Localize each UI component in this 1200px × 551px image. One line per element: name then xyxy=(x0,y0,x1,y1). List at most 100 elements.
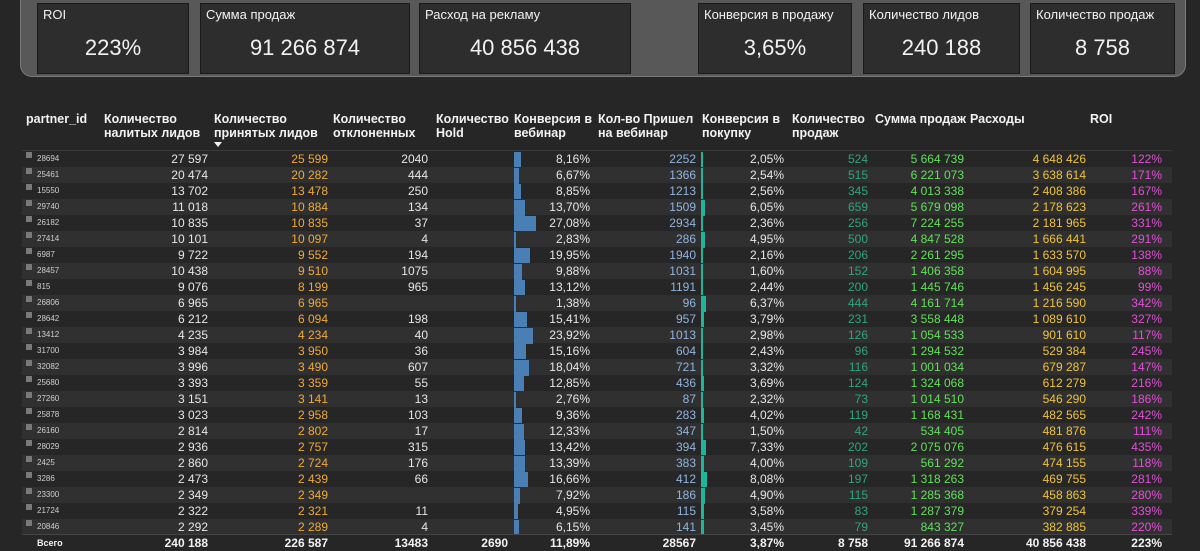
cell-costs: 1 456 245 xyxy=(1032,280,1086,294)
cell-costs: 1 089 610 xyxy=(1032,312,1086,326)
cell-sales: 345 xyxy=(847,184,868,198)
row-select-checkbox[interactable] xyxy=(26,216,32,222)
conv-webinar-bar xyxy=(514,360,529,376)
table-row[interactable]: 32082 3 996 3 490 607 18,04% 721 3,32% 116 1 001… xyxy=(22,359,1172,376)
col-conv-buy[interactable]: Конверсия в покупку xyxy=(702,112,781,140)
row-select-checkbox[interactable] xyxy=(26,312,32,318)
col-conv-webinar[interactable]: Конверсия в вебинар xyxy=(514,112,593,140)
cell-sales: 124 xyxy=(847,376,868,390)
table-row[interactable]: 3286 2 473 2 439 66 16,66% 412 8,08% 197 1 318 2… xyxy=(22,471,1172,488)
table-row[interactable]: 25461 20 474 20 282 444 6,67% 1366 2,54% 515 6 2… xyxy=(22,167,1172,184)
col-costs[interactable]: Расходы xyxy=(970,112,1025,126)
conv-buy-bar xyxy=(701,312,704,328)
cell-conv-webinar: 2,76% xyxy=(555,392,590,406)
cell-sales: 152 xyxy=(847,264,868,278)
conv-webinar-bar xyxy=(514,248,530,264)
col-accepted[interactable]: Количество принятых лидов xyxy=(214,112,318,140)
table-row[interactable]: 28457 10 438 9 510 1075 9,88% 1031 1,60% 152 1 4… xyxy=(22,263,1172,280)
conv-buy-bar xyxy=(701,424,703,440)
cell-rejected: 134 xyxy=(407,200,428,214)
col-sales-sum[interactable]: Сумма продаж xyxy=(875,112,966,126)
row-select-checkbox[interactable] xyxy=(26,168,32,174)
cell-sales-sum: 4 013 338 xyxy=(910,184,964,198)
row-select-checkbox[interactable] xyxy=(26,264,32,270)
cell-accepted: 10 884 xyxy=(291,200,328,214)
table-row[interactable]: 815 9 076 8 199 965 13,12% 1191 2,44% 200 1 445 … xyxy=(22,279,1172,296)
col-sales[interactable]: Количество продаж xyxy=(792,112,865,140)
table-row[interactable]: 13412 4 235 4 234 40 23,92% 1013 2,98% 126 1 054… xyxy=(22,327,1172,344)
table-row[interactable]: 28642 6 212 6 094 198 15,41% 957 3,79% 231 3 558… xyxy=(22,311,1172,328)
cell-leads: 2 349 xyxy=(177,488,208,502)
cell-webinar: 1366 xyxy=(669,168,696,182)
table-row[interactable]: 23300 2 349 2 349 7,92% 186 4,90% 115 1 285 368… xyxy=(22,487,1172,504)
row-select-checkbox[interactable] xyxy=(26,200,32,206)
row-select-checkbox[interactable] xyxy=(26,152,32,158)
row-select-checkbox[interactable] xyxy=(26,472,32,478)
table-row[interactable]: 31700 3 984 3 950 36 15,16% 604 2,43% 96 1 294 5… xyxy=(22,343,1172,360)
row-select-checkbox[interactable] xyxy=(26,440,32,446)
table-row[interactable]: 26160 2 814 2 802 17 12,33% 347 1,50% 42 534 405… xyxy=(22,423,1172,440)
row-select-checkbox[interactable] xyxy=(26,392,32,398)
col-hold[interactable]: Количество Hold xyxy=(436,112,509,140)
cell-costs: 1 216 590 xyxy=(1032,296,1086,310)
cell-leads: 3 984 xyxy=(177,344,208,358)
conv-webinar-bar xyxy=(514,392,516,408)
col-webinar[interactable]: Кол-во Пришел на вебинар xyxy=(598,112,694,140)
row-select-checkbox[interactable] xyxy=(26,232,32,238)
row-select-checkbox[interactable] xyxy=(26,408,32,414)
conv-buy-bar xyxy=(701,472,707,488)
cell-conv-buy: 2,56% xyxy=(749,184,784,198)
row-select-checkbox[interactable] xyxy=(26,488,32,494)
row-select-checkbox[interactable] xyxy=(26,424,32,430)
row-select-checkbox[interactable] xyxy=(26,248,32,254)
table-row[interactable]: 25878 3 023 2 958 103 9,36% 283 4,02% 119 1 168 … xyxy=(22,407,1172,424)
cell-conv-webinar: 4,95% xyxy=(555,504,590,518)
table-row[interactable]: 27414 10 101 10 097 4 2,83% 286 4,95% 500 4 847 … xyxy=(22,231,1172,248)
conv-buy-bar xyxy=(701,376,704,392)
cell-rejected: 55 xyxy=(414,376,428,390)
cell-accepted: 13 478 xyxy=(291,184,328,198)
cell-costs: 482 565 xyxy=(1042,408,1086,422)
row-select-checkbox[interactable] xyxy=(26,280,32,286)
table-row[interactable]: 29740 11 018 10 884 134 13,70% 1509 6,05% 659 5 … xyxy=(22,199,1172,216)
cell-conv-buy: 4,90% xyxy=(749,488,784,502)
table-row[interactable]: 21724 2 322 2 321 11 4,95% 115 3,58% 83 1 287 37… xyxy=(22,503,1172,520)
table-row[interactable]: 27260 3 151 3 141 13 2,76% 87 2,32% 73 1 014 510… xyxy=(22,391,1172,408)
conv-buy-bar xyxy=(701,152,703,168)
row-select-checkbox[interactable] xyxy=(26,344,32,350)
row-select-checkbox[interactable] xyxy=(26,456,32,462)
cell-accepted: 2 724 xyxy=(297,456,328,470)
cell-sales: 206 xyxy=(847,248,868,262)
col-leads[interactable]: Количество налитых лидов xyxy=(104,112,201,140)
table-row[interactable]: 20846 2 292 2 289 4 6,15% 141 3,45% 79 843 327 38… xyxy=(22,519,1172,536)
col-partner-id[interactable]: partner_id xyxy=(26,112,88,126)
table-row[interactable]: 2425 2 860 2 724 176 13,39% 383 4,00% 109 561 29… xyxy=(22,455,1172,472)
cell-roi: 280% xyxy=(1131,488,1162,502)
conv-buy-bar xyxy=(701,392,703,408)
table-row[interactable]: 28029 2 936 2 757 315 13,42% 394 7,33% 202 2 075… xyxy=(22,439,1172,456)
row-select-checkbox[interactable] xyxy=(26,296,32,302)
col-roi[interactable]: ROI xyxy=(1090,112,1113,126)
table-row[interactable]: 15550 13 702 13 478 250 8,85% 1213 2,56% 345 4 0… xyxy=(22,183,1172,200)
row-select-checkbox[interactable] xyxy=(26,504,32,510)
row-select-checkbox[interactable] xyxy=(26,376,32,382)
table-row[interactable]: 26182 10 835 10 835 37 27,08% 2934 2,36% 256 7 2… xyxy=(22,215,1172,232)
cell-partner-id: 25680 xyxy=(37,378,60,387)
cell-rejected: 4 xyxy=(421,520,428,534)
row-select-checkbox[interactable] xyxy=(26,520,32,526)
cell-conv-webinar: 1,38% xyxy=(555,296,590,310)
conv-webinar-bar xyxy=(514,168,519,184)
table-row[interactable]: 26806 6 965 6 965 1,38% 96 6,37% 444 4 161 714 1… xyxy=(22,295,1172,312)
row-select-checkbox[interactable] xyxy=(26,328,32,334)
sort-desc-icon[interactable] xyxy=(214,142,222,147)
cell-roi: 245% xyxy=(1131,344,1162,358)
table-row[interactable]: 25680 3 393 3 359 55 12,85% 436 3,69% 124 1 324 … xyxy=(22,375,1172,392)
table-row[interactable]: 28694 27 597 25 599 2040 8,16% 2252 2,05% 524 5 … xyxy=(22,151,1172,168)
row-select-checkbox[interactable] xyxy=(26,360,32,366)
cell-roi: 261% xyxy=(1131,200,1162,214)
table-row[interactable]: 6987 9 722 9 552 194 19,95% 1940 2,16% 206 2 261… xyxy=(22,247,1172,264)
cell-partner-id: 15550 xyxy=(37,186,60,195)
row-select-checkbox[interactable] xyxy=(26,184,32,190)
col-rejected[interactable]: Количество отклоненных xyxy=(333,112,416,140)
cell-costs: 1 604 995 xyxy=(1032,264,1086,278)
